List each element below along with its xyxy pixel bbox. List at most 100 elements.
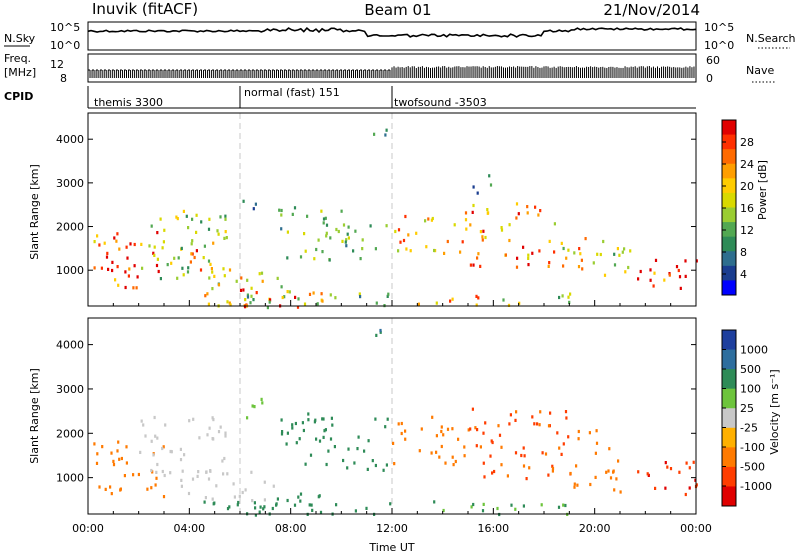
- data-cell: [224, 214, 227, 218]
- data-cell: [527, 253, 530, 257]
- data-cell: [325, 231, 328, 235]
- data-cell: [240, 276, 243, 280]
- data-cell: [191, 252, 194, 256]
- data-cell: [212, 241, 215, 245]
- colorbar-frame: [721, 329, 737, 507]
- data-cell: [605, 470, 608, 474]
- data-cell: [286, 230, 289, 234]
- data-cell: [608, 447, 611, 451]
- data-cell: [173, 256, 176, 260]
- data-cell: [479, 264, 482, 268]
- data-cell: [110, 451, 113, 455]
- data-cell: [155, 470, 158, 474]
- data-cell: [249, 301, 252, 305]
- data-cell: [198, 436, 201, 440]
- data-cell: [111, 268, 114, 273]
- data-cell: [133, 264, 136, 268]
- data-cell: [346, 232, 349, 236]
- data-cell: [223, 236, 226, 240]
- data-cell: [280, 285, 283, 289]
- data-cell: [320, 292, 323, 296]
- data-cell: [241, 490, 244, 495]
- data-cell: [335, 503, 338, 507]
- data-cell: [100, 266, 103, 270]
- power-cells: [93, 113, 698, 310]
- data-cell: [695, 259, 698, 263]
- data-cell: [500, 445, 503, 449]
- data-cell: [497, 424, 500, 428]
- data-cell: [616, 247, 619, 251]
- data-cell: [409, 249, 412, 253]
- data-cell: [269, 298, 272, 302]
- data-cell: [155, 476, 158, 480]
- data-cell: [324, 428, 327, 432]
- data-cell: [150, 439, 153, 443]
- data-cell: [95, 461, 99, 465]
- data-cell: [306, 214, 309, 218]
- data-cell: [449, 299, 452, 303]
- data-cell: [252, 207, 255, 211]
- data-cell: [526, 211, 529, 215]
- data-cell: [425, 245, 428, 249]
- station-title: Inuvik (fitACF): [92, 0, 198, 18]
- data-cell: [229, 303, 232, 307]
- data-cell: [295, 441, 298, 445]
- data-cell: [169, 471, 172, 475]
- data-cell: [288, 290, 291, 294]
- data-cell: [207, 477, 211, 481]
- data-cell: [253, 501, 256, 505]
- velocity-yticks: 1000 2000 3000 4000 00:00 04:00 08:00 12:00 16:0…: [56, 339, 712, 535]
- data-cell: [260, 271, 264, 275]
- data-cell: [470, 505, 473, 509]
- data-cell: [357, 435, 360, 439]
- data-cell: [379, 330, 382, 334]
- data-cell: [617, 459, 620, 463]
- data-cell: [435, 450, 438, 454]
- data-cell: [615, 477, 618, 481]
- data-cell: [175, 215, 178, 219]
- data-cell: [162, 495, 166, 499]
- data-cell: [400, 421, 403, 426]
- data-cell: [301, 421, 304, 425]
- data-cell: [181, 469, 184, 473]
- data-cell: [352, 249, 355, 253]
- data-cell: [577, 265, 581, 269]
- data-cell: [299, 255, 303, 259]
- data-cell: [157, 269, 160, 274]
- data-cell: [196, 474, 199, 478]
- data-cell: [496, 506, 499, 511]
- data-cell: [387, 292, 390, 296]
- data-cell: [361, 247, 364, 251]
- data-cell: [397, 228, 401, 232]
- data-cell: [203, 500, 206, 504]
- cpid-mode-2: twofsound -3503: [394, 96, 487, 109]
- data-cell: [446, 239, 449, 244]
- y-tick-label: 3000: [56, 177, 84, 190]
- data-cell: [479, 230, 482, 234]
- data-cell: [427, 217, 430, 221]
- x-tick-label: 08:00: [275, 522, 307, 535]
- colorbar-swatch: [722, 427, 736, 448]
- data-cell: [354, 509, 357, 513]
- data-cell: [404, 437, 407, 441]
- data-cell: [112, 459, 115, 463]
- data-cell: [649, 278, 652, 282]
- data-cell: [565, 256, 568, 260]
- data-cell: [272, 484, 275, 488]
- data-cell: [313, 257, 316, 261]
- colorbar-swatch: [722, 149, 736, 165]
- data-cell: [564, 410, 568, 414]
- data-cell: [528, 466, 531, 470]
- data-cell: [508, 422, 511, 426]
- data-cell: [374, 417, 377, 421]
- data-cell: [318, 439, 322, 443]
- data-cell: [594, 475, 597, 479]
- data-cell: [477, 252, 480, 256]
- colorbar-tick-label: 8: [740, 246, 747, 259]
- data-cell: [346, 466, 349, 470]
- colorbar-swatch: [722, 163, 736, 179]
- data-cell: [607, 469, 610, 473]
- colorbar-tick-label: -500: [740, 461, 765, 474]
- data-cell: [577, 437, 580, 441]
